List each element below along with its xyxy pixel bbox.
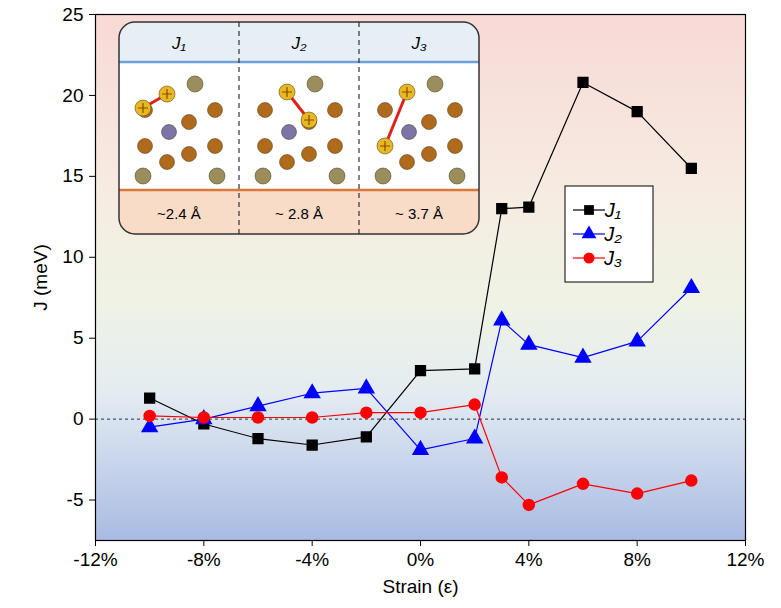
svg-text:J₂: J₂ bbox=[291, 34, 308, 53]
svg-text:J₁: J₁ bbox=[604, 199, 621, 221]
svg-text:J₃: J₃ bbox=[410, 34, 427, 53]
svg-text:~ 3.7 Å: ~ 3.7 Å bbox=[395, 205, 443, 222]
svg-text:-8%: -8% bbox=[187, 549, 221, 570]
svg-text:25: 25 bbox=[62, 4, 83, 25]
svg-text:4%: 4% bbox=[515, 549, 543, 570]
svg-text:0%: 0% bbox=[407, 549, 435, 570]
svg-text:20: 20 bbox=[62, 85, 83, 106]
svg-text:8%: 8% bbox=[623, 549, 651, 570]
svg-text:15: 15 bbox=[62, 165, 83, 186]
svg-text:12%: 12% bbox=[726, 549, 764, 570]
svg-text:J₂: J₂ bbox=[603, 223, 622, 245]
svg-text:-5: -5 bbox=[67, 489, 84, 510]
svg-text:-12%: -12% bbox=[73, 549, 117, 570]
svg-text:Strain (ε): Strain (ε) bbox=[382, 576, 458, 597]
svg-text:-4%: -4% bbox=[295, 549, 329, 570]
svg-text:J₃: J₃ bbox=[603, 247, 622, 269]
svg-text:5: 5 bbox=[73, 327, 84, 348]
svg-text:~2.4 Å: ~2.4 Å bbox=[157, 205, 201, 222]
svg-text:J (meV): J (meV) bbox=[30, 244, 51, 311]
svg-text:J₁: J₁ bbox=[171, 34, 186, 53]
svg-text:10: 10 bbox=[62, 246, 83, 267]
svg-text:0: 0 bbox=[73, 408, 84, 429]
svg-text:~ 2.8 Å: ~ 2.8 Å bbox=[275, 205, 323, 222]
